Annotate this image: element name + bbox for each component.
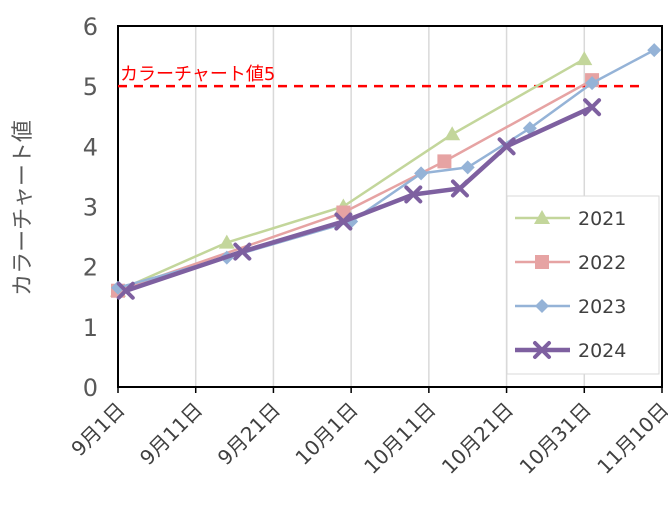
data-point bbox=[444, 126, 461, 141]
reference-line-label: カラーチャート値5 bbox=[120, 64, 275, 85]
data-point bbox=[334, 212, 353, 231]
data-point bbox=[535, 255, 549, 269]
x-tick-label: 11月10日 bbox=[592, 398, 668, 479]
legend-label: 2022 bbox=[578, 252, 626, 274]
y-tick-label: 4 bbox=[83, 133, 98, 161]
data-point bbox=[450, 179, 469, 198]
x-tick-label: 10月31日 bbox=[515, 398, 596, 479]
data-point bbox=[583, 98, 602, 117]
y-tick-label: 2 bbox=[83, 254, 98, 282]
x-tick-label: 10月1日 bbox=[290, 398, 362, 470]
legend-entry: 2024 bbox=[515, 340, 626, 362]
y-tick-label: 6 bbox=[83, 13, 98, 41]
x-tick-label: 9月11日 bbox=[135, 398, 207, 470]
data-point bbox=[437, 154, 452, 169]
data-point bbox=[233, 242, 252, 261]
data-point bbox=[534, 210, 550, 224]
data-point bbox=[116, 281, 135, 300]
y-tick-label: 1 bbox=[83, 314, 98, 342]
data-point bbox=[460, 160, 475, 175]
reference-line-group: カラーチャート値5 bbox=[118, 64, 642, 88]
legend-label: 2021 bbox=[578, 208, 626, 230]
data-point bbox=[218, 234, 235, 249]
series-line bbox=[117, 79, 593, 292]
series-group bbox=[110, 43, 662, 300]
legend: 2021 2022 2023 2024 bbox=[506, 195, 660, 375]
plot-area bbox=[117, 25, 663, 388]
legend-entry: 2021 bbox=[515, 208, 626, 230]
data-point bbox=[533, 341, 551, 359]
data-point bbox=[497, 137, 516, 156]
legend-entry: 2023 bbox=[515, 296, 626, 318]
x-tick-label: 10月21日 bbox=[437, 398, 518, 479]
y-tick-label: 5 bbox=[83, 73, 98, 101]
legend-label: 2024 bbox=[578, 340, 626, 362]
data-point bbox=[404, 185, 423, 204]
x-tick-label: 10月11日 bbox=[359, 398, 440, 479]
legend-entry: 2022 bbox=[515, 252, 626, 274]
data-point bbox=[647, 43, 662, 58]
x-tick-label: 9月1日 bbox=[66, 398, 129, 461]
y-tick-label: 0 bbox=[83, 374, 98, 402]
y-axis-label: カラーチャート値 bbox=[11, 120, 36, 296]
series-2024 bbox=[116, 98, 602, 300]
x-tick-label: 9月21日 bbox=[213, 398, 285, 470]
legend-box bbox=[506, 195, 660, 375]
legend-label: 2023 bbox=[578, 296, 626, 318]
x-axis-ticks: 9月1日 9月11日 9月21日 10月1日10月11日10月21日10月31日11月… bbox=[66, 387, 668, 479]
data-point bbox=[414, 166, 429, 181]
y-tick-label: 3 bbox=[83, 194, 98, 222]
data-point bbox=[576, 51, 593, 66]
data-point bbox=[535, 299, 549, 313]
y-axis-ticks: 0 1 2 3 4 5 6 bbox=[83, 13, 98, 402]
data-point bbox=[585, 76, 600, 91]
